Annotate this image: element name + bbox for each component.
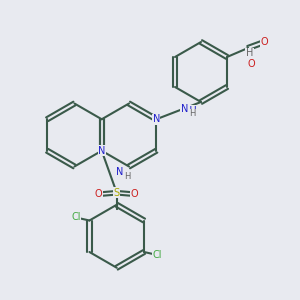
Text: H: H [189, 109, 195, 118]
Text: N: N [98, 146, 105, 156]
Text: S: S [114, 188, 120, 198]
Text: H: H [124, 172, 130, 181]
Text: N: N [181, 104, 188, 114]
Text: O: O [247, 59, 255, 70]
Text: Cl: Cl [71, 212, 81, 223]
Text: N: N [116, 167, 123, 177]
Text: O: O [261, 37, 268, 47]
Text: Cl: Cl [153, 250, 162, 260]
Text: N: N [153, 114, 160, 124]
Text: H: H [246, 48, 253, 58]
Text: NH: NH [182, 106, 196, 116]
Text: O: O [95, 189, 103, 199]
Text: O: O [131, 189, 139, 199]
